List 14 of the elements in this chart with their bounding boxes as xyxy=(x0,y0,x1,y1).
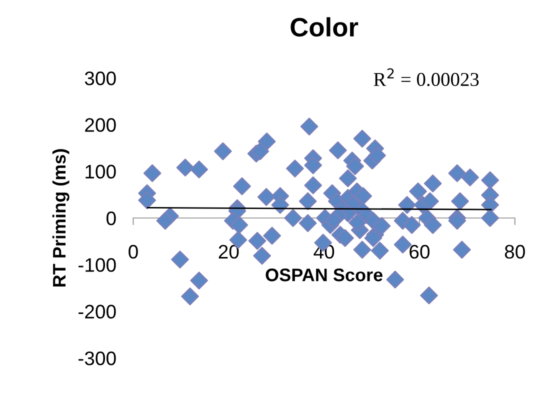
y-tick-label: -300 xyxy=(78,351,116,366)
x-axis-title: OSPAN Score xyxy=(266,268,382,282)
x-tick-label: 0 xyxy=(128,244,138,259)
y-tick-label: 0 xyxy=(106,211,116,226)
x-tick-label: 60 xyxy=(410,244,430,259)
y-axis-title: RT Priming (ms) xyxy=(52,149,70,287)
y-tick-label: 100 xyxy=(86,164,116,179)
y-tick-label: 200 xyxy=(85,118,116,132)
y-tick-label: 300 xyxy=(84,71,116,86)
annotation: R$^{2}$ = 0.00023 xyxy=(374,68,479,86)
chart-title: Color xyxy=(290,17,358,37)
y-tick-label: -200 xyxy=(78,304,116,319)
y-tick-label: -100 xyxy=(78,258,116,272)
x-tick-label: 80 xyxy=(504,244,525,259)
